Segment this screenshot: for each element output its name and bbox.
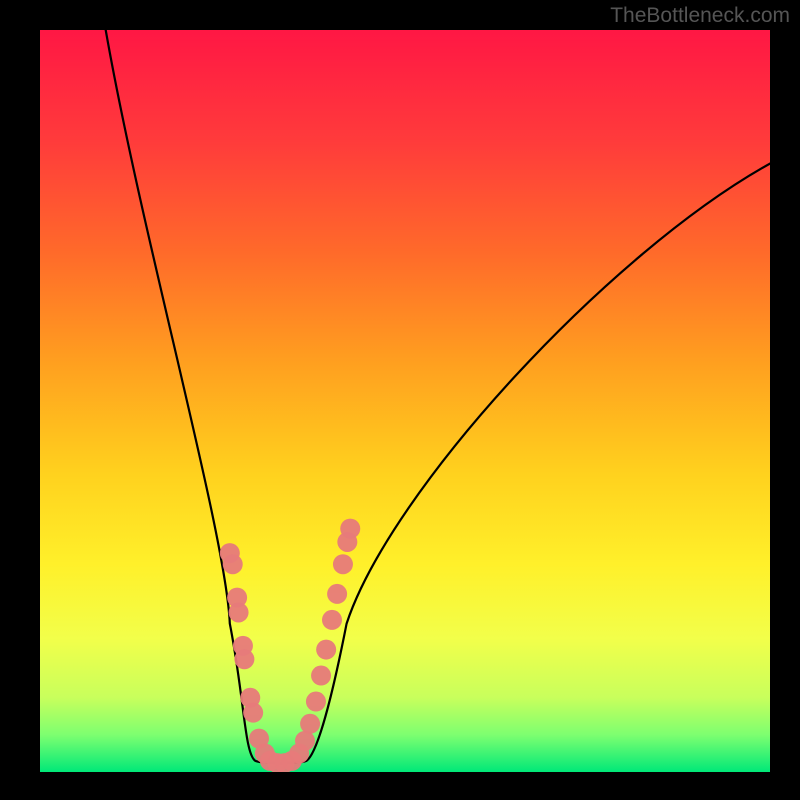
data-point (229, 602, 249, 622)
data-point (234, 649, 254, 669)
data-point (322, 610, 342, 630)
data-point (311, 666, 331, 686)
chart-svg (0, 0, 800, 800)
data-point (295, 731, 315, 751)
data-point (243, 703, 263, 723)
data-point (306, 692, 326, 712)
data-point (223, 554, 243, 574)
chart-stage: TheBottleneck.com (0, 0, 800, 800)
data-point (340, 519, 360, 539)
plot-background (40, 30, 770, 772)
data-point (333, 554, 353, 574)
data-point (300, 714, 320, 734)
data-point (327, 584, 347, 604)
data-point (316, 640, 336, 660)
watermark-text: TheBottleneck.com (610, 4, 790, 28)
